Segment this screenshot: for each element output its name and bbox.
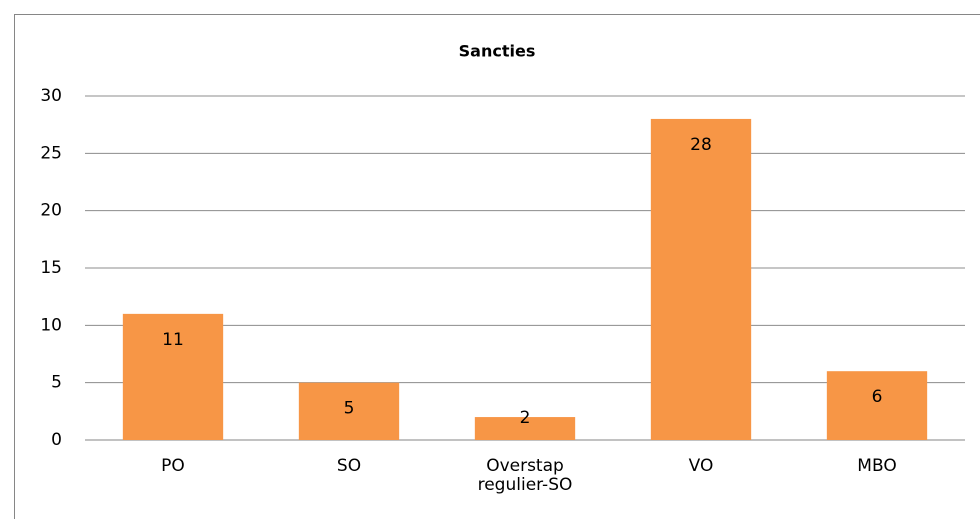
x-tick-label: VO — [688, 456, 714, 476]
bar — [298, 382, 400, 440]
y-tick-label: 30 — [40, 86, 62, 106]
chart-border — [14, 14, 980, 519]
x-tick-label: PO — [161, 456, 185, 476]
bar — [826, 371, 928, 440]
x-tick-label: SO — [336, 456, 362, 476]
data-label: 28 — [690, 135, 712, 155]
data-label: 5 — [344, 399, 355, 419]
y-tick-label: 5 — [51, 373, 62, 393]
y-tick-label: 10 — [40, 315, 62, 335]
bar — [474, 417, 576, 440]
data-label: 11 — [162, 330, 184, 350]
y-tick-label: 0 — [51, 430, 62, 450]
x-tick-label: Overstap regulier-SO — [477, 456, 573, 495]
data-label: 2 — [520, 408, 531, 428]
y-tick-label: 25 — [40, 143, 62, 163]
data-label: 6 — [872, 387, 883, 407]
bar — [122, 313, 224, 440]
x-tick-label: MBO — [857, 456, 897, 476]
y-tick-label: 15 — [40, 258, 62, 278]
bar — [650, 118, 752, 440]
y-tick-label: 20 — [40, 201, 62, 221]
chart-title: Sancties — [459, 42, 536, 61]
